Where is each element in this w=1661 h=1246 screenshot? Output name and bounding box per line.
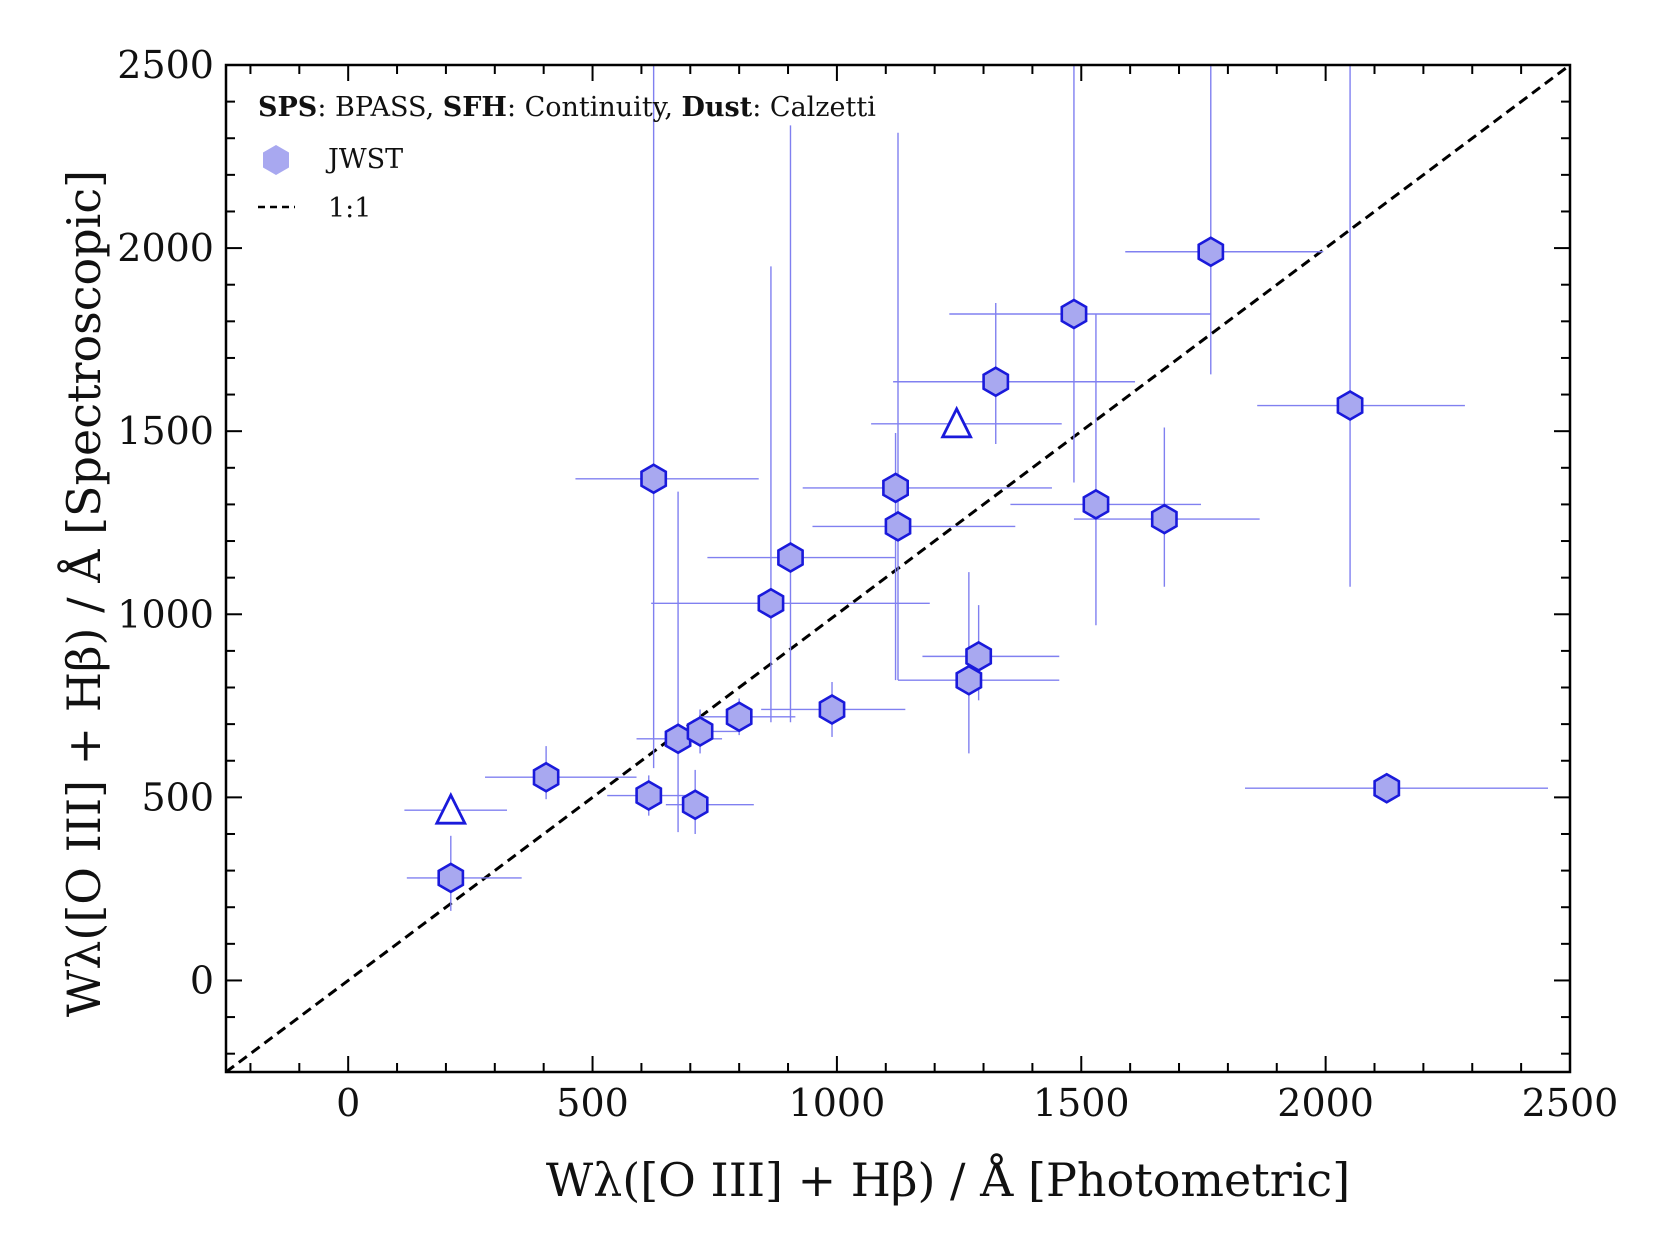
plot-frame: [224, 63, 1572, 1074]
jwst-hexagon-point: [437, 862, 465, 894]
legend-sfh-value: : Continuity,: [507, 92, 682, 123]
jwst-hexagon-point: [664, 723, 692, 755]
jwst-hexagon-point: [686, 715, 714, 748]
jwst-hexagon-point: [884, 510, 912, 542]
jwst-hexagon-point: [955, 664, 983, 696]
upper-limit-triangle-point: [940, 405, 973, 439]
y-axis-label: Wλ([O III] + Hβ) / Å [Spectroscopic]: [56, 170, 111, 1017]
jwst-hexagon-point: [635, 779, 663, 812]
jwst-hexagon-point: [882, 472, 910, 504]
legend-jwst-label: JWST: [325, 144, 403, 175]
points-layer: [434, 236, 1401, 894]
jwst-hexagon-point: [1373, 772, 1401, 804]
jwst-hexagon-point: [818, 693, 846, 726]
ticks-layer: [226, 64, 1571, 1072]
jwst-hexagon-point: [1197, 236, 1225, 268]
legend-dust-key: Dust: [682, 92, 753, 123]
jwst-hexagon-point: [777, 541, 804, 574]
x-axis-label: Wλ([O III] + Hβ) / Å [Photometric]: [546, 1152, 1350, 1207]
y-tick-label: 500: [141, 775, 214, 819]
jwst-hexagon-point: [1150, 503, 1178, 535]
y-tick-label: 0: [190, 958, 214, 1002]
jwst-hexagon-point: [532, 761, 560, 793]
legend-sfh-key: SFH: [443, 92, 507, 123]
jwst-hexagon-point: [757, 587, 785, 619]
legend-sps-value: : BPASS,: [317, 92, 442, 123]
jwst-hexagon-point: [1082, 488, 1110, 520]
x-tick-label: 500: [556, 1081, 629, 1125]
jwst-hexagon-point: [681, 789, 709, 821]
x-tick-label: 2500: [1522, 1081, 1619, 1125]
legend-dust-value: : Calzetti: [752, 92, 876, 123]
jwst-hexagon-point: [1336, 389, 1364, 422]
x-tick-label: 2000: [1277, 1081, 1374, 1125]
jwst-hexagon-point: [640, 463, 668, 495]
legend: SPS: BPASS, SFH: Continuity, Dust: Calze…: [258, 92, 876, 224]
y-tick-label: 1000: [117, 592, 214, 636]
y-tick-label: 2000: [117, 226, 214, 270]
jwst-hexagon-point: [965, 640, 993, 672]
x-tick-label: 1500: [1033, 1081, 1130, 1125]
y-tick-label: 2500: [117, 43, 214, 87]
jwst-hexagon-point: [982, 366, 1010, 398]
legend-sps-key: SPS: [258, 92, 317, 123]
y-tick-label: 1500: [117, 409, 214, 453]
x-tick-label: 1000: [789, 1081, 886, 1125]
jwst-hexagon-point: [725, 701, 753, 733]
legend-header: SPS: BPASS, SFH: Continuity, Dust: Calze…: [258, 92, 876, 123]
upper-limit-triangle-point: [434, 792, 468, 825]
legend-one-to-one-label: 1:1: [328, 193, 371, 224]
legend-hexagon-marker: [263, 145, 289, 175]
x-tick-label: 0: [336, 1081, 360, 1125]
tick-labels-layer: 0 500 1000 1500 2000 2500 0 500 1000 1500 2000 2500: [117, 43, 1618, 1125]
jwst-hexagon-point: [1060, 298, 1088, 330]
